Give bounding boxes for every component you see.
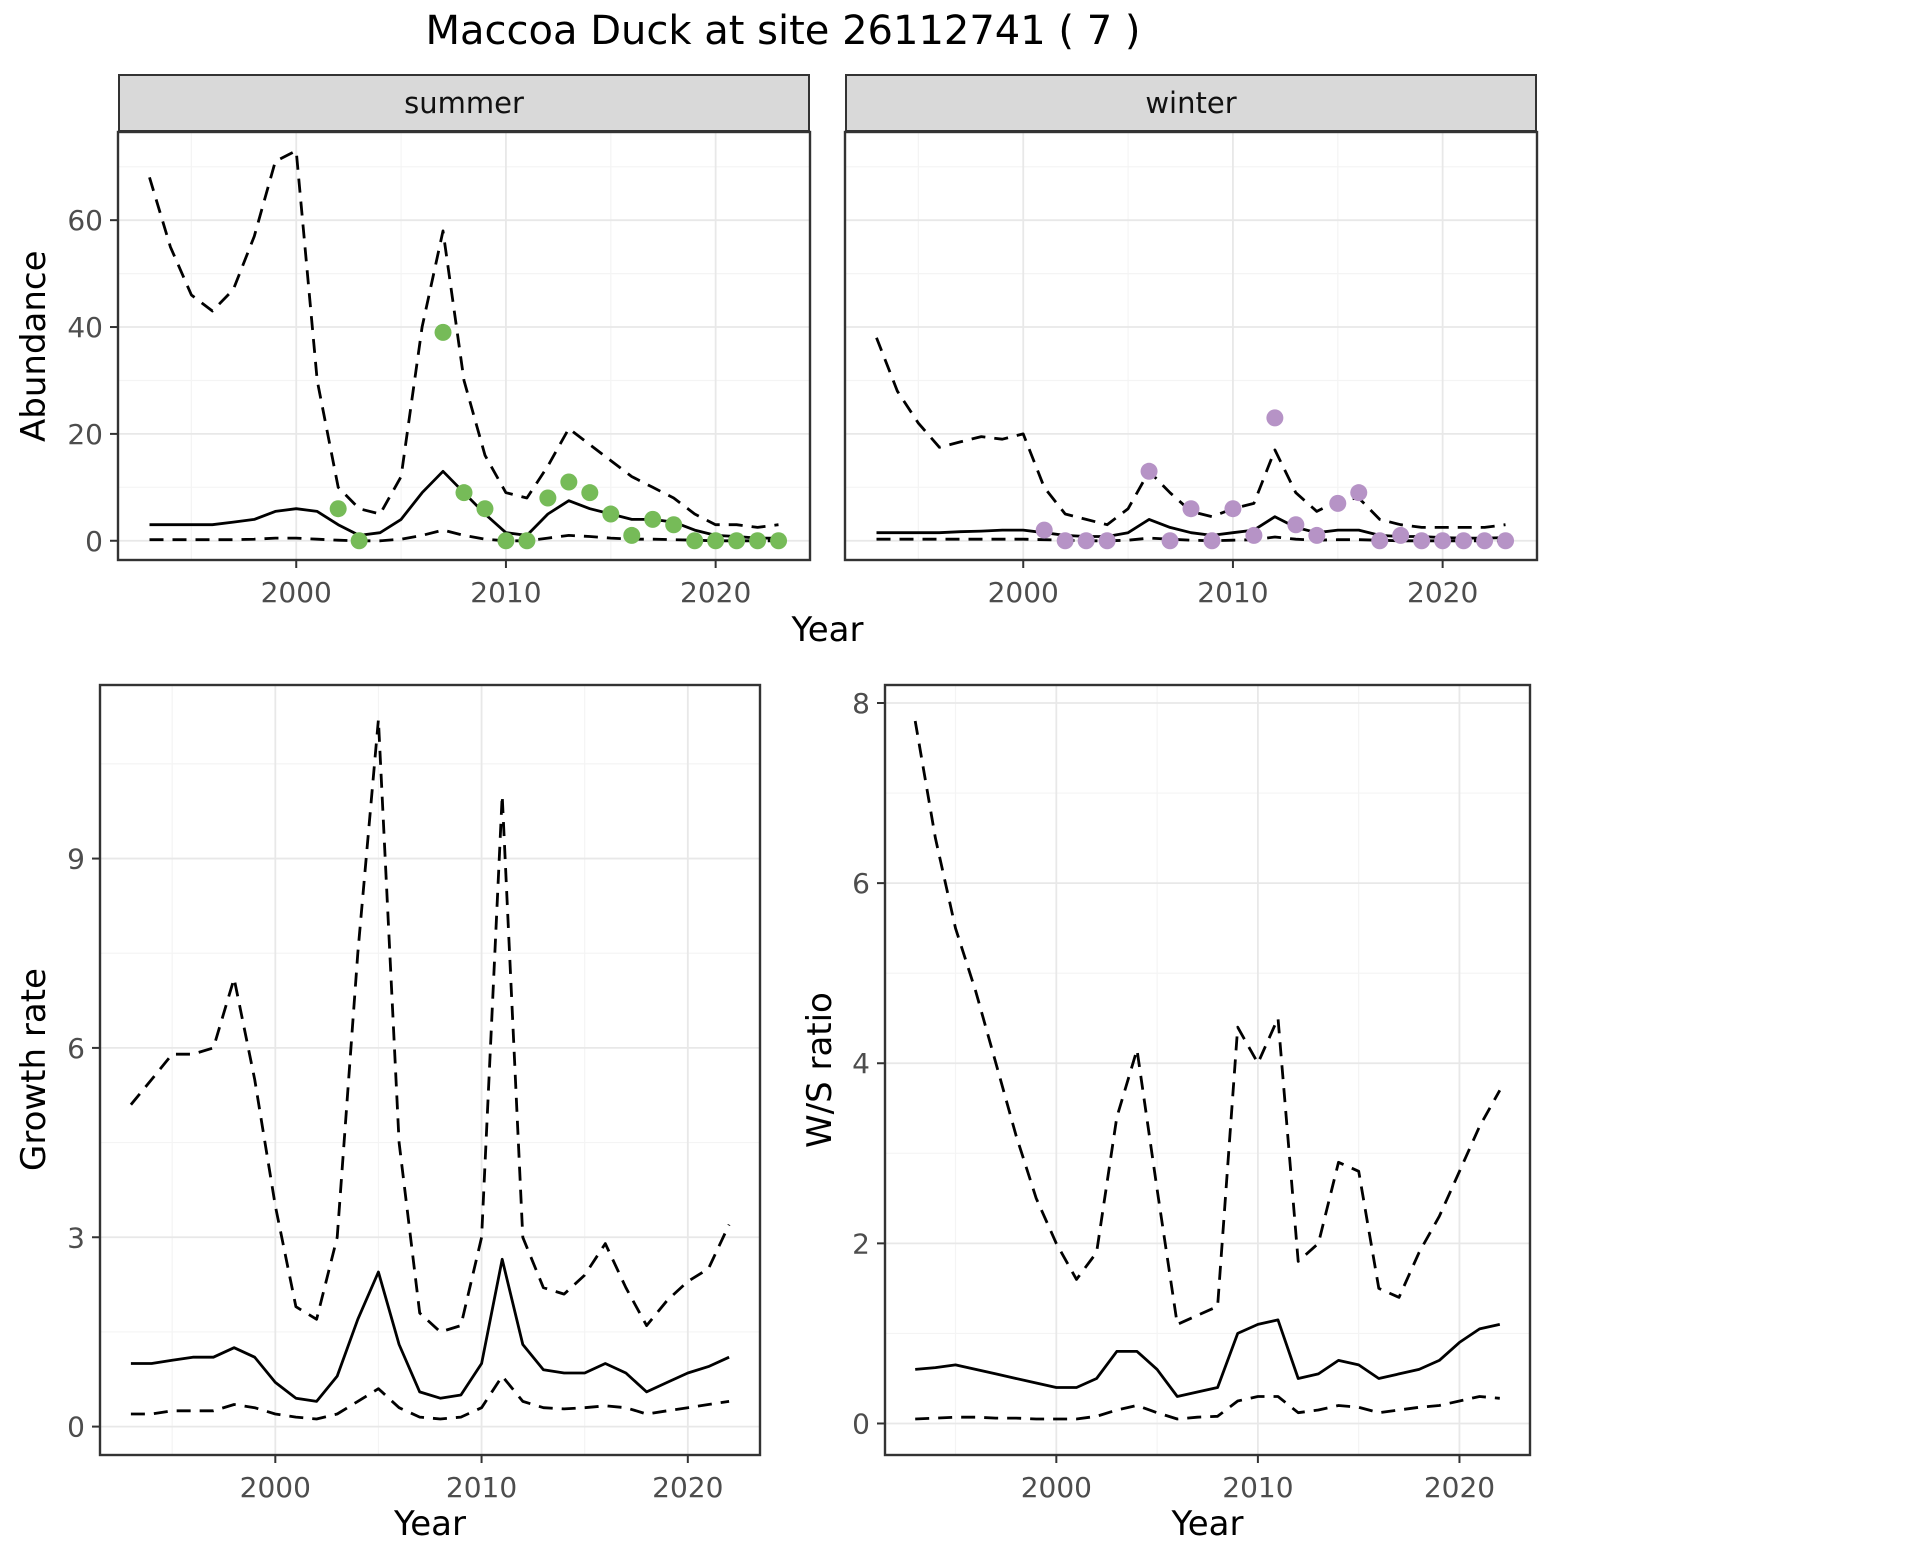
figure-title: Maccoa Duck at site 26112741 ( 7 ): [425, 8, 1141, 54]
svg-text:2: 2: [852, 1227, 870, 1260]
growth-rate-x-axis-title: Year: [394, 1504, 466, 1544]
facet-strip-summer-label: summer: [404, 86, 524, 120]
svg-text:8: 8: [852, 687, 870, 720]
facet-strip-summer: summer: [118, 74, 810, 132]
svg-text:2020: 2020: [1424, 1471, 1495, 1504]
abundance-summer-chart: 2000 2010 2020 0 20 40 60: [67, 130, 812, 609]
facet-strip-winter-label: winter: [1145, 86, 1237, 120]
svg-text:2000: 2000: [988, 576, 1059, 609]
svg-text:9: 9: [67, 843, 85, 876]
svg-text:60: 60: [67, 204, 103, 237]
svg-text:2020: 2020: [1407, 576, 1478, 609]
growth-rate-y-axis-title: Growth rate: [14, 968, 54, 1172]
svg-text:20: 20: [67, 418, 103, 451]
svg-text:2000: 2000: [1021, 1471, 1092, 1504]
svg-text:0: 0: [67, 1411, 85, 1444]
svg-text:2000: 2000: [240, 1471, 311, 1504]
svg-text:0: 0: [852, 1407, 870, 1440]
svg-text:2010: 2010: [1222, 1471, 1293, 1504]
svg-text:2010: 2010: [470, 576, 541, 609]
top-row-x-axis-title: Year: [791, 610, 864, 650]
facet-strip-winter: winter: [845, 74, 1537, 132]
svg-text:0: 0: [85, 525, 103, 558]
svg-text:2000: 2000: [261, 576, 332, 609]
ws-ratio-x-axis-title: Year: [1171, 1504, 1244, 1544]
ws-ratio-chart: 2000 2010 2020 0 2 4 6 8: [852, 683, 1532, 1504]
svg-text:3: 3: [67, 1221, 85, 1254]
abundance-winter-chart: 2000 2010 2020: [843, 130, 1539, 609]
svg-text:6: 6: [852, 867, 870, 900]
svg-text:2010: 2010: [446, 1471, 517, 1504]
svg-text:2010: 2010: [1197, 576, 1268, 609]
svg-text:2020: 2020: [680, 576, 751, 609]
svg-text:6: 6: [67, 1032, 85, 1065]
abundance-y-axis-title: Abundance: [14, 250, 54, 442]
svg-text:2020: 2020: [652, 1471, 723, 1504]
ws-ratio-y-axis-title: W/S ratio: [800, 992, 840, 1148]
svg-text:40: 40: [67, 311, 103, 344]
svg-text:4: 4: [852, 1047, 870, 1080]
growth-rate-chart: 2000 2010 2020 0 3 6 9: [67, 683, 762, 1504]
